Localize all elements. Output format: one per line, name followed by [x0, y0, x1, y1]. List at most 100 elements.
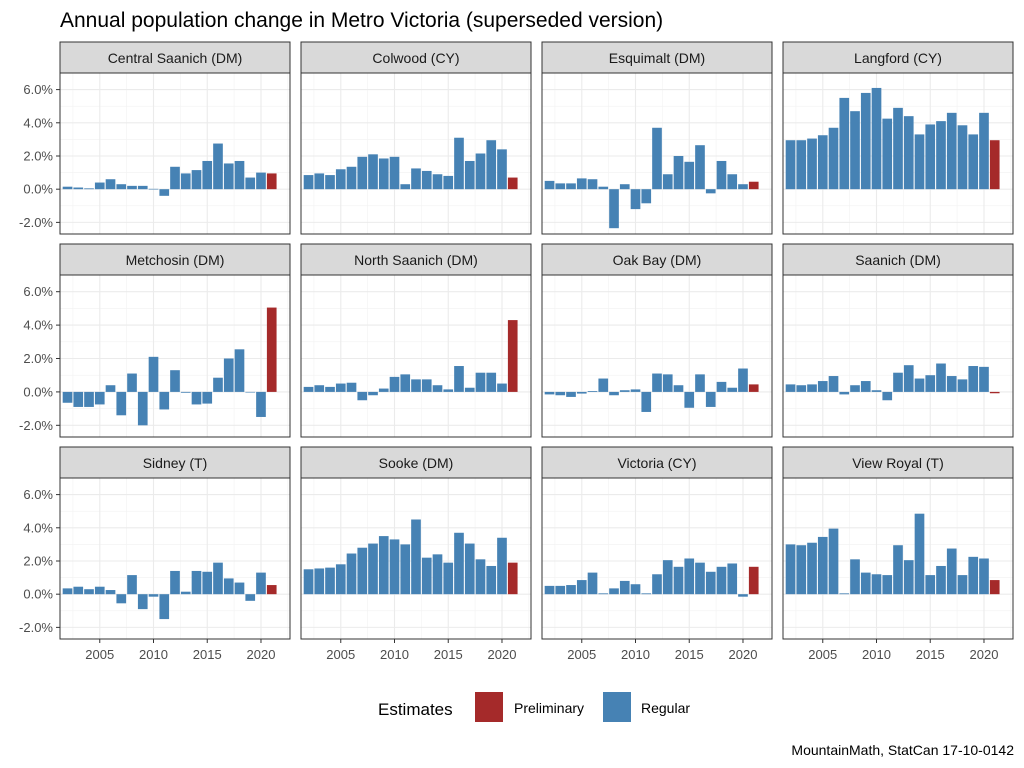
- bar-2015: [925, 575, 936, 595]
- facet-panel: Saanich (DM): [782, 243, 1014, 438]
- bar-2007: [116, 594, 127, 604]
- x-tick-label: 2010: [380, 647, 409, 662]
- bar-2011: [641, 189, 652, 204]
- bar-2010: [871, 390, 882, 392]
- bar-2019: [968, 556, 979, 595]
- bar-2003: [73, 391, 84, 407]
- bar-2021: [989, 391, 1000, 394]
- bar-2014: [191, 170, 202, 190]
- bar-2002: [544, 391, 555, 395]
- panel-border: [300, 477, 532, 640]
- facet-strip-label: Oak Bay (DM): [613, 252, 702, 268]
- bar-2012: [893, 372, 903, 392]
- bar-2011: [882, 118, 893, 190]
- bar-2011: [159, 391, 170, 410]
- bar-2016: [213, 562, 223, 595]
- panel-border: [782, 274, 1014, 438]
- bar-2004: [84, 589, 94, 595]
- facet-panels: Central Saanich (DM) -2.0% 0.0% 2.0% 4.0% 6.0…: [19, 41, 1014, 662]
- bar-2020: [738, 594, 748, 597]
- bar-2014: [673, 155, 684, 190]
- bar-2012: [170, 370, 180, 392]
- bar-2021: [507, 320, 518, 392]
- y-tick-label: 2.0%: [23, 553, 53, 568]
- y-tick-label: 0.0%: [23, 587, 53, 602]
- bar-2017: [223, 163, 234, 190]
- y-tick-label: 2.0%: [23, 351, 53, 366]
- bar-2017: [705, 189, 716, 194]
- bar-2005: [94, 391, 105, 405]
- bar-2011: [882, 391, 893, 401]
- facet-strip: [59, 446, 291, 479]
- bar-2009: [137, 185, 148, 190]
- facet-panel: Sooke (DM) 2005 2010 2015 2020: [300, 446, 532, 662]
- bar-2006: [828, 376, 839, 392]
- bar-2010: [630, 389, 641, 392]
- facet-panel: North Saanich (DM): [300, 243, 532, 438]
- bar-2009: [619, 580, 630, 595]
- bar-2009: [378, 536, 389, 595]
- y-tick-label: -2.0%: [19, 215, 53, 230]
- x-tick-label: 2015: [916, 647, 945, 662]
- bar-2015: [202, 160, 213, 190]
- bar-2015: [925, 124, 936, 190]
- bar-2021: [748, 384, 759, 392]
- chart-caption: MountainMath, StatCan 17-10-0142: [791, 742, 1014, 758]
- bar-2017: [946, 112, 957, 190]
- legend-key-regular: [603, 692, 631, 722]
- bar-2003: [796, 385, 807, 392]
- legend-label-regular: Regular: [641, 700, 690, 716]
- bar-2017: [464, 387, 475, 392]
- panel-border: [300, 72, 532, 235]
- bar-2005: [335, 564, 346, 595]
- bar-2016: [936, 565, 946, 595]
- legend-title: Estimates: [378, 700, 453, 719]
- facet-strip-label: Langford (CY): [854, 50, 942, 66]
- facet-panel: Langford (CY): [782, 41, 1014, 235]
- bar-2019: [245, 391, 256, 393]
- bar-2016: [695, 145, 705, 190]
- bar-2010: [389, 156, 400, 190]
- bar-2021: [748, 181, 759, 190]
- bar-2014: [914, 513, 925, 595]
- x-tick-label: 2015: [434, 647, 463, 662]
- y-tick-label: 2.0%: [23, 148, 53, 163]
- bar-2018: [475, 372, 486, 392]
- bar-2005: [576, 391, 587, 394]
- bar-2013: [662, 560, 673, 595]
- facet-strip-label: Sidney (T): [143, 455, 208, 471]
- bar-2010: [148, 188, 159, 190]
- bar-2020: [979, 558, 989, 595]
- facet-strip: [59, 41, 291, 74]
- bar-2019: [968, 366, 979, 392]
- facet-strip-label: North Saanich (DM): [354, 252, 478, 268]
- bar-2018: [475, 153, 486, 190]
- y-tick-label: 6.0%: [23, 284, 53, 299]
- bar-2016: [695, 562, 705, 595]
- facet-strip: [59, 243, 291, 276]
- facet-strip-label: Colwood (CY): [372, 50, 459, 66]
- bar-2002: [303, 569, 314, 595]
- bar-2014: [191, 570, 202, 595]
- bar-2016: [454, 366, 464, 392]
- facet-strip-label: Saanich (DM): [855, 252, 941, 268]
- bar-2011: [400, 184, 411, 190]
- facet-panel: Metchosin (DM) -2.0% 0.0% 2.0% 4.0% 6.0%: [19, 243, 291, 438]
- bar-2010: [630, 584, 641, 595]
- bar-2013: [903, 365, 914, 392]
- bar-2015: [443, 389, 454, 392]
- bar-2009: [137, 391, 148, 426]
- bar-2012: [652, 373, 662, 392]
- bar-2003: [555, 585, 566, 595]
- panel-border: [782, 72, 1014, 235]
- bar-2004: [566, 391, 576, 397]
- bar-2020: [738, 184, 748, 190]
- bar-2007: [598, 186, 609, 190]
- bar-2007: [116, 391, 127, 416]
- bar-2013: [903, 560, 914, 595]
- bar-2017: [464, 160, 475, 190]
- x-tick-label: 2010: [139, 647, 168, 662]
- facet-strip-label: Esquimalt (DM): [609, 50, 705, 66]
- bar-2005: [576, 178, 587, 190]
- bar-2012: [411, 519, 421, 595]
